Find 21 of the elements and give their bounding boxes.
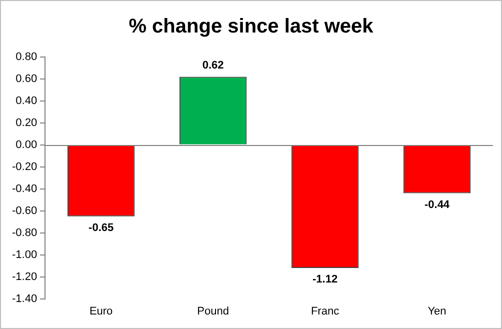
data-label: -0.65 xyxy=(88,222,114,234)
y-tick-label: 0.40 xyxy=(16,94,38,107)
x-tick-label: Yen xyxy=(428,305,446,318)
x-tick-label: Euro xyxy=(89,305,113,318)
y-tick-label: -0.60 xyxy=(12,204,38,217)
y-tick-label: -1.00 xyxy=(12,248,38,261)
y-tick-label: 0.20 xyxy=(16,116,38,129)
y-tick-label: -0.40 xyxy=(12,182,38,195)
y-tick-label: -1.20 xyxy=(12,270,38,283)
y-tick-label: 0.60 xyxy=(16,73,38,86)
y-tick-label: -1.40 xyxy=(12,292,38,305)
x-tick-label: Franc xyxy=(310,305,340,318)
data-label: 0.62 xyxy=(202,59,224,72)
y-tick-label: -0.20 xyxy=(12,160,38,173)
y-tick-label: -0.80 xyxy=(12,226,38,239)
data-label: -0.44 xyxy=(424,198,450,211)
y-tick-label: 0.80 xyxy=(16,51,38,64)
data-label: -1.12 xyxy=(312,274,338,286)
chart-title: % change since last week xyxy=(128,16,374,38)
x-tick-label: Pound xyxy=(197,305,229,318)
y-tick-label: 0.00 xyxy=(16,138,38,151)
